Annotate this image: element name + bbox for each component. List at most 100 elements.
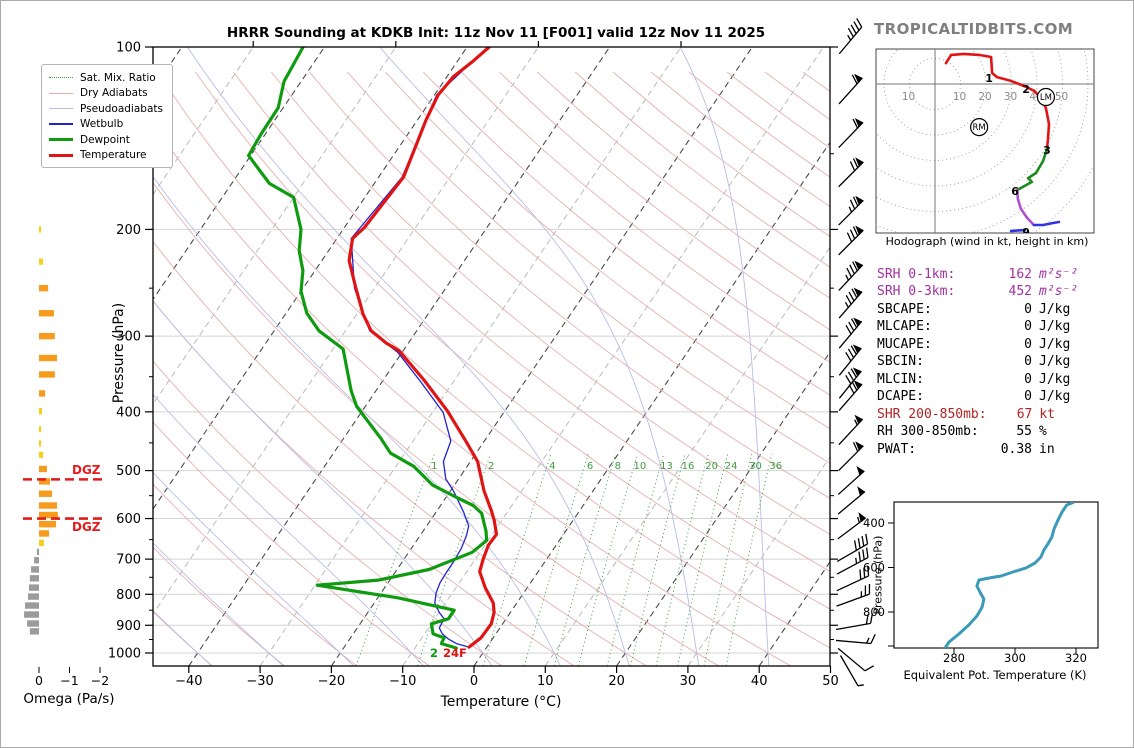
hodograph-height-label: 1 [985,72,993,85]
wind-barb [836,533,869,562]
pressure-tick-label: 900 [116,619,141,634]
chart-title: HRRR Sounding at KDKB Init: 11z Nov 11 [… [226,25,766,41]
stat-unit: J/kg [1039,319,1071,335]
pressure-tick-label: 800 [116,588,141,603]
stat-label: SHR 200-850mb: [877,406,987,422]
wind-barb [836,583,871,607]
thetae-y-tick-label: 800 [863,605,885,619]
stat-label: PWAT: [877,441,917,457]
stat-value: 67 [1016,406,1033,422]
omega-bar [39,390,46,397]
legend-label: Pseudoadiabats [80,102,163,115]
hodograph-trace-9km+ [1032,220,1061,227]
hodograph-height-label: 6 [1011,185,1019,198]
legend-swatch [49,108,73,110]
stat-row-3: MLCAPE: 0 J/kg [877,318,1103,335]
omega-bar [24,611,39,618]
omega-bar [28,584,39,591]
stat-unit: in [1039,441,1055,457]
legend-item-1: Dry Adiabats [49,86,163,102]
omega-bar [34,557,39,564]
omega-axis-label: Omega (Pa/s) [23,691,115,707]
hodograph-trace-0-1km [944,52,1051,151]
legend-swatch [49,138,73,142]
temperature-tick-label: 0 [470,674,478,689]
stat-unit: % [1039,424,1047,440]
stat-label: RH 300-850mb: [877,424,979,440]
wind-barb [838,225,864,256]
omega-bar [28,593,39,600]
omega-bar [39,310,54,317]
stat-label: SRH 0-3km: [877,284,956,300]
pseudoadiabats [153,47,770,666]
stat-value: 162 [1008,267,1032,282]
thetae-x-tick-label: 320 [1065,651,1087,665]
legend-swatch [49,92,73,94]
sounding-traces [247,47,499,650]
legend-label: Wetbulb [80,118,124,131]
hodograph-trace-9km-stub [1009,228,1027,233]
wind-barb [839,655,864,687]
legend-item-3: Wetbulb [49,117,163,133]
temperature-tick-label: −10 [389,674,416,689]
svg-text:LM: LM [1040,93,1052,103]
stat-value: 55 [1016,424,1032,440]
hodograph-caption: Hodograph (wind in kt, height in km) [885,235,1089,248]
legend-item-5: Temperature [49,148,163,164]
wind-barb [836,613,874,631]
temperature-tick-label: 50 [822,674,839,689]
stat-unit: m²s⁻² [1039,284,1079,300]
omega-tick-label: 0 [35,673,43,688]
wind-barb [838,367,862,399]
mixing-ratio-label: 13 [660,461,673,472]
stat-label: MLCIN: [877,371,924,387]
mixing-ratio-label: 16 [682,461,695,472]
stat-row-5: SBCIN: 0 J/kg [877,353,1103,370]
omega-bar [39,284,49,292]
hodograph-ring-label: 20 [978,91,991,103]
stat-label: MLCAPE: [877,319,932,335]
legend-swatch [49,153,73,157]
temperature-axis-label: Temperature (°C) [440,694,562,710]
stats-panel: SRH 0-1km: 162 m²s⁻² SRH 0-3km: 452 m²s⁻² SBCA… [877,266,1103,458]
wind-barb [836,565,870,592]
omega-tick-label: −1 [60,673,78,688]
trace-temperature [347,47,499,649]
pressure-tick-label: 300 [116,330,141,345]
pressure-tick-label: 600 [116,512,141,527]
mixing-ratio-label: 6 [587,461,593,472]
storm-motion-marker: RM [970,117,989,137]
stat-label: SBCAPE: [877,301,932,317]
omega-panel: 0 −1 −2 [23,226,109,688]
mixing-ratio-label: 20 [705,461,718,472]
hodograph-ring-label: 50 [1055,91,1068,103]
pressure-tick-label: 500 [116,464,141,479]
wind-barb [838,344,862,376]
stat-row-7: DCAPE: 0 J/kg [877,388,1103,405]
pressure-axis-label: Pressure (hPa) [111,302,127,404]
thetae-x-axis-label: Equivalent Pot. Temperature (K) [903,668,1087,682]
hodograph-trace-3-6km [1015,147,1049,192]
temperature-tick-label: −30 [246,674,273,689]
stat-value: 0.38 [1000,441,1032,457]
omega-bar [39,539,44,547]
legend-swatch [49,123,73,126]
stat-row-9: RH 300-850mb: 55% [877,423,1103,440]
stat-label: SBCIN: [877,354,924,370]
stat-row-6: MLCIN: 0 J/kg [877,371,1103,388]
mixing-ratio-lines: 1 2 4 6 8 10 13 16 20 24 30 36 [355,454,782,666]
wind-barb [838,157,864,188]
stat-unit: J/kg [1039,389,1071,405]
mixing-ratio-label: 10 [634,461,647,472]
wind-barb [835,634,876,645]
pressure-gridlines [153,228,830,654]
mixing-ratio-label: 4 [549,461,555,472]
legend-swatch [49,77,73,79]
stat-row-4: MUCAPE: 0 J/kg [877,336,1103,353]
omega-bar [39,521,57,528]
omega-bar [31,566,39,573]
omega-bar [39,530,50,537]
